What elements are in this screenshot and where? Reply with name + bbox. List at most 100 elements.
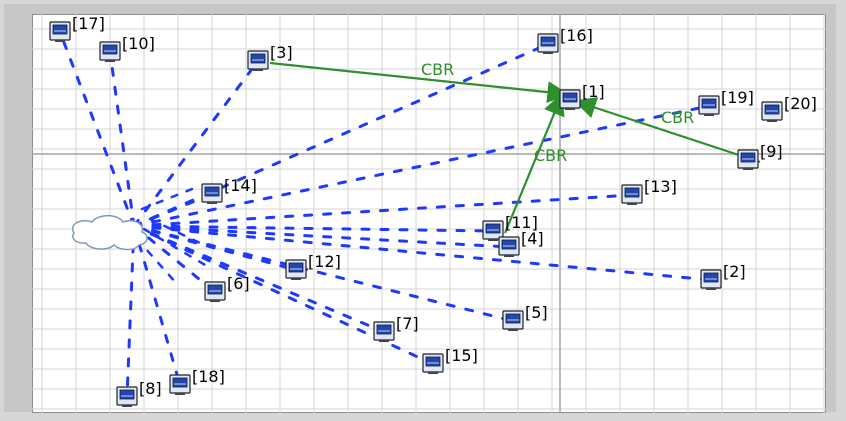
wireless-link-extra-2 [142,227,214,271]
network-node-3[interactable]: [3] [247,43,293,71]
wireless-link-18 [132,224,182,387]
node-screen-icon [102,44,118,55]
node-stand-icon [504,255,514,257]
node-screen-icon [624,187,640,198]
node-label-14: [14] [224,176,257,195]
node-label-17: [17] [72,14,105,33]
node-label-10: [10] [122,34,155,53]
node-screen-icon [425,356,441,367]
cbr-arrow [573,97,761,164]
cbr-link-9-to-1: CBR [573,97,761,164]
network-node-15[interactable]: [15] [422,346,478,374]
network-node-12[interactable]: [12] [285,252,341,280]
wireless-link-extra-1 [148,217,204,246]
node-label-19: [19] [721,88,754,107]
node-stand-icon [704,114,714,116]
network-node-13[interactable]: [13] [621,177,677,205]
node-stand-icon [207,202,217,204]
canvas-frame: CBR CBR CBR [17] [10] [3] [16] [1] [19] [20] [9][… [4,4,836,413]
network-node-14[interactable]: [14] [201,176,257,204]
node-stand-icon [291,278,301,280]
node-screen-icon [764,104,780,115]
node-stand-icon [508,329,518,331]
network-node-6[interactable]: [6] [204,274,250,302]
node-label-7: [7] [396,314,419,333]
network-node-10[interactable]: [10] [99,34,155,62]
cbr-label: CBR [534,146,567,165]
node-screen-icon [540,36,556,47]
wireless-link-14 [132,192,214,228]
node-stand-icon [122,405,132,407]
wireless-link-3 [132,59,260,228]
cbr-link-layer: CBR CBR CBR [269,60,761,234]
network-node-8[interactable]: [8] [116,379,162,407]
cbr-link-3-to-1: CBR [269,60,570,104]
network-node-4[interactable]: [4] [498,229,544,257]
network-node-16[interactable]: [16] [537,26,593,54]
wireless-link-4 [132,224,511,249]
cbr-label: CBR [421,60,454,79]
topology-canvas[interactable]: CBR CBR CBR [17] [10] [3] [16] [1] [19] [20] [9][… [32,14,826,413]
node-label-8: [8] [139,379,162,398]
node-stand-icon [210,300,220,302]
node-screen-icon [207,284,223,295]
wireless-link-extra-3 [135,237,179,286]
node-screen-icon [52,24,68,35]
node-screen-icon [505,313,521,324]
node-stand-icon [55,40,65,42]
node-label-20: [20] [784,94,817,113]
node-screen-icon [376,324,392,335]
network-node-17[interactable]: [17] [49,14,105,42]
node-screen-icon [485,223,501,234]
wireless-link-2 [132,224,713,282]
wireless-link-5 [132,224,515,323]
node-stand-icon [105,60,115,62]
node-screen-icon [703,272,719,283]
node-screen-icon [172,377,188,388]
node-label-2: [2] [723,262,746,281]
node-label-11: [11] [505,213,538,232]
network-node-20[interactable]: [20] [761,94,817,122]
network-node-5[interactable]: [5] [502,303,548,331]
network-node-1[interactable]: [1] [559,82,605,110]
node-stand-icon [767,120,777,122]
node-stand-icon [706,288,716,290]
wireless-link-19 [132,104,711,228]
wireless-link-11 [132,224,495,233]
node-stand-icon [175,393,185,395]
node-label-3: [3] [270,43,293,62]
node-stand-icon [543,52,553,54]
node-stand-icon [379,340,389,342]
node-stand-icon [253,69,263,71]
node-screen-icon [701,98,717,109]
network-node-18[interactable]: [18] [169,367,225,395]
cbr-link-11-to-1: CBR [503,92,567,234]
wireless-link-15 [132,224,435,366]
cloud-icon [71,214,148,251]
node-screen-icon [250,53,266,64]
node-label-15: [15] [445,346,478,365]
link-layer [58,30,713,399]
node-screen-icon [288,262,304,273]
axis-layer [32,14,826,413]
node-label-18: [18] [192,367,225,386]
node-label-6: [6] [227,274,250,293]
wireless-link-8 [125,224,136,399]
network-node-7[interactable]: [7] [373,314,419,342]
node-screen-icon [204,186,220,197]
cloud-layer [71,214,148,251]
network-node-2[interactable]: [2] [700,262,746,290]
node-screen-icon [740,152,756,163]
wireless-link-13 [132,193,634,228]
network-node-19[interactable]: [19] [698,88,754,116]
node-stand-icon [565,108,575,110]
network-node-9[interactable]: [9] [737,142,783,170]
cbr-arrow [503,92,565,234]
wireless-link-12 [132,224,298,272]
node-label-13: [13] [644,177,677,196]
node-label-12: [12] [308,252,341,271]
node-screen-icon [119,389,135,400]
network-node-11[interactable]: [11] [482,213,538,241]
node-layer: [17] [10] [3] [16] [1] [19] [20] [9] [13] [14] [11… [49,14,817,407]
